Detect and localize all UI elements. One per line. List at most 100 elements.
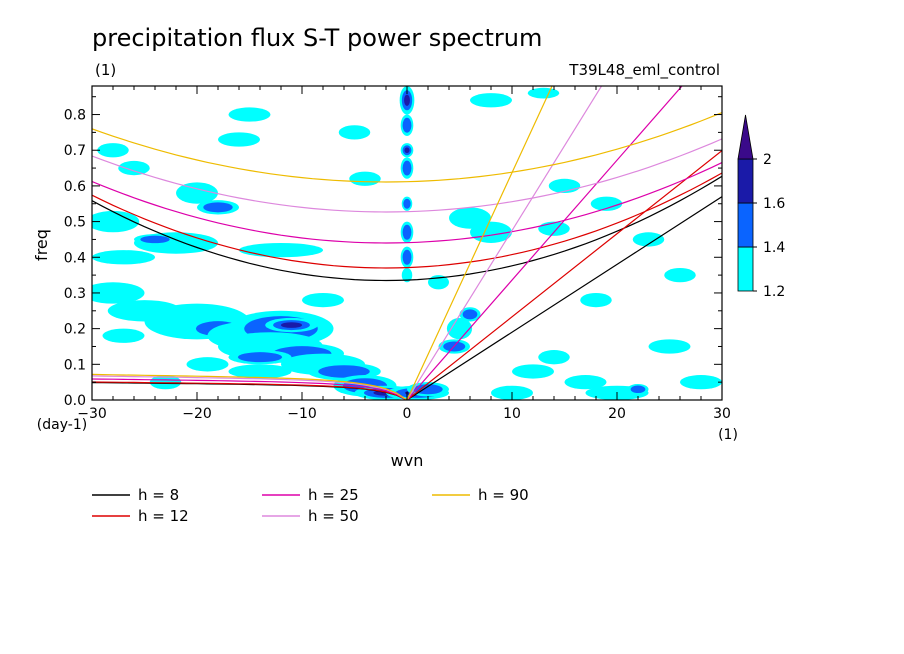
legend-label-h12: h = 12 [138, 507, 189, 525]
legend-label-h8: h = 8 [138, 486, 179, 504]
spectral-peak-57-level-1 [349, 171, 381, 186]
igw-curve-h12 [92, 172, 722, 269]
chart-title: precipitation flux S-T power spectrum [92, 24, 542, 52]
spectral-peak-6-level-3 [281, 322, 302, 328]
spectral-peak-22-level-2 [402, 249, 412, 265]
spectral-peak-47-level-1 [680, 375, 722, 390]
kelvin-curve-h90 [406, 86, 553, 400]
rossby-curve-h25 [92, 378, 408, 400]
y-unit-label: (day-1) [37, 417, 87, 433]
legend: h = 8 h = 12 h = 25 h = 50 h = 90 [92, 486, 529, 525]
spectral-peak-11-level-2 [318, 365, 370, 378]
x-tick-label: −20 [182, 406, 212, 422]
spectral-peak-54-level-1 [149, 375, 182, 390]
spectral-peak-0-level-1 [92, 282, 145, 304]
spectral-peak-26-level-2 [462, 309, 478, 320]
x-axis: −30 −20 −10 0 10 20 30 [77, 86, 731, 422]
colorbar-label: 1.6 [763, 196, 785, 212]
spectral-peak-56-level-1 [302, 292, 344, 308]
spectral-peak-23-level-1 [401, 267, 413, 283]
x-tick-label: 10 [503, 406, 521, 422]
y-tick-label: 0.2 [64, 322, 86, 338]
spectral-peak-41-level-1 [470, 221, 512, 243]
y-tick-label: 0.6 [64, 179, 86, 195]
spectral-peak-35-level-1 [97, 143, 129, 158]
spectral-peak-29-level-1 [92, 210, 140, 233]
igw-curve-h50 [92, 138, 722, 213]
spectral-peak-52-level-1 [648, 339, 691, 354]
x-tick-label: 0 [403, 406, 412, 422]
spectral-peak-21-level-2 [402, 224, 412, 240]
y-tick-label: 0.5 [64, 215, 86, 231]
x-tick-label: −10 [287, 406, 317, 422]
dispersion-curves [92, 86, 722, 400]
spectral-peak-31-level-1 [239, 243, 323, 258]
chart-subtitle-left: (1) [95, 61, 116, 79]
spectral-peak-39-level-1 [338, 125, 371, 140]
kelvin-curve-h50 [406, 86, 603, 400]
spectral-peak-20-level-2 [403, 198, 411, 209]
spectral-peak-38-level-1 [228, 107, 271, 122]
y-axis: 0.0 0.1 0.2 0.3 0.4 0.5 0.6 0.7 0.8 [64, 96, 722, 409]
x-axis-label: wvn [391, 451, 424, 470]
colorbar: 1.2 1.4 1.6 2 [737, 114, 785, 300]
spectrum-contours [92, 86, 722, 400]
y-tick-label: 0.8 [64, 108, 86, 124]
spectral-peak-36-level-1 [118, 160, 150, 176]
spectral-peak-24-level-1 [446, 317, 473, 340]
rossby-curve-h90 [92, 373, 408, 400]
spectral-peak-59-level-1 [527, 87, 560, 99]
spectral-peak-55-level-1 [102, 328, 145, 343]
y-axis-label: freq [32, 229, 51, 261]
spectral-peak-60-level-1 [186, 357, 229, 372]
y-tick-label: 0.3 [64, 286, 86, 302]
chart-subtitle-right: T39L48_eml_control [568, 61, 720, 80]
x-unit-label: (1) [718, 427, 738, 443]
kelvin-curve-h12 [406, 150, 722, 400]
spectral-peak-43-level-1 [538, 221, 570, 236]
colorbar-extend-triangle [737, 114, 754, 160]
spectral-peak-62-level-1 [664, 267, 696, 283]
colorbar-segment-3 [737, 158, 754, 204]
spectral-peak-63-level-1 [590, 196, 623, 211]
igw-curve-h8 [92, 175, 722, 282]
colorbar-segment-1 [737, 246, 754, 292]
spectral-peak-46-level-2 [630, 385, 646, 394]
spectral-peak-44-level-1 [564, 375, 607, 390]
x-tick-label: 20 [608, 406, 626, 422]
rossby-curve-h12 [92, 381, 408, 400]
igw-curve-h90 [92, 112, 722, 183]
spectral-peak-51-level-1 [632, 232, 665, 247]
spectral-peak-37-level-1 [218, 132, 260, 147]
kelvin-curve-h8 [406, 196, 722, 400]
y-tick-label: 0.1 [64, 357, 86, 373]
spectral-peak-33-level-1 [176, 182, 218, 204]
spectral-peak-48-level-1 [512, 364, 554, 379]
spectral-peak-49-level-1 [538, 350, 570, 365]
legend-label-h50: h = 50 [308, 507, 359, 525]
y-tick-label: 0.4 [64, 250, 86, 266]
spectral-peak-17-level-2 [402, 117, 412, 133]
spectral-peak-28-level-2 [140, 235, 170, 244]
spectral-peak-58-level-1 [470, 93, 512, 108]
spectral-peak-34-level-2 [203, 202, 233, 213]
spectral-peak-18-level-3 [404, 147, 410, 154]
spectral-peak-19-level-2 [402, 160, 412, 176]
colorbar-label: 2 [763, 152, 772, 168]
x-tick-label: −30 [77, 406, 107, 422]
legend-label-h90: h = 90 [478, 486, 529, 504]
igw-curve-h25 [92, 162, 722, 244]
rossby-curve-h50 [92, 375, 408, 400]
spectral-peak-50-level-1 [580, 292, 612, 308]
spectral-peak-30-level-1 [92, 250, 155, 265]
colorbar-label: 1.4 [763, 240, 785, 256]
spectral-peak-32-level-1 [228, 364, 292, 379]
spectral-peak-16-level-3 [404, 94, 410, 106]
spectral-peak-10-level-2 [237, 352, 283, 363]
y-tick-label: 0.7 [64, 143, 86, 159]
legend-label-h25: h = 25 [308, 486, 359, 504]
colorbar-label: 1.2 [763, 284, 785, 300]
y-tick-label: 0.0 [64, 393, 86, 409]
colorbar-segment-2 [737, 202, 754, 248]
